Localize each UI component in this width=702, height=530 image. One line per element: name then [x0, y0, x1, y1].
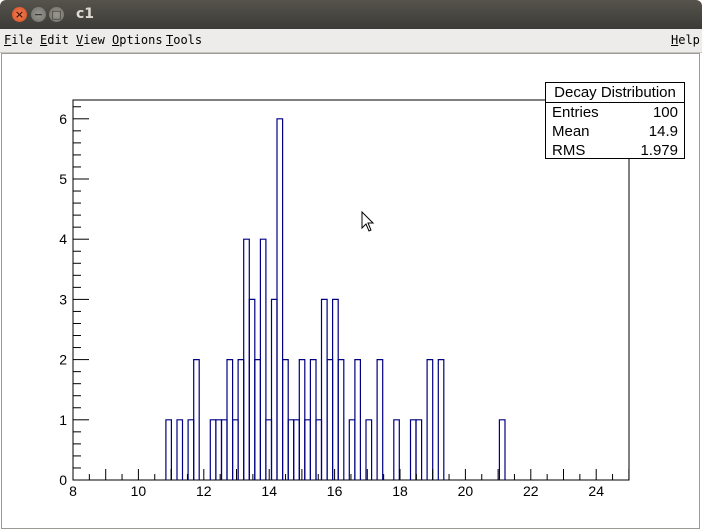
stats-title: Decay Distribution [546, 83, 684, 103]
menubar: File Edit View Options Tools Help [0, 29, 702, 53]
y-tick-label: 6 [59, 111, 67, 127]
histogram-bin [298, 359, 306, 480]
histogram-bin [426, 359, 434, 480]
histogram-bin [354, 359, 361, 480]
maximize-window-icon[interactable]: □ [49, 7, 64, 22]
menu-tools[interactable]: Tools [166, 33, 203, 47]
stats-value: 100 [652, 104, 678, 121]
menu-edit[interactable]: Edit [40, 33, 69, 47]
x-tick-label: 16 [327, 483, 343, 499]
histogram-bin [320, 298, 328, 480]
minimize-window-icon[interactable]: − [31, 7, 46, 22]
histogram-bin [282, 359, 289, 480]
stats-key: Mean [552, 123, 590, 140]
histogram-bin [415, 419, 423, 480]
histogram-bin [337, 359, 345, 480]
x-tick-label: 8 [69, 483, 77, 499]
histogram-bin [176, 419, 184, 480]
stats-key: RMS [552, 142, 586, 159]
histogram-bin [304, 419, 311, 480]
mouse-pointer-icon [361, 211, 375, 232]
y-tick-label: 4 [59, 231, 67, 247]
y-tick-label: 2 [59, 352, 67, 368]
y-tick-label: 3 [59, 291, 67, 307]
histogram-bin [187, 419, 195, 480]
histogram-bin [243, 238, 250, 480]
stats-row-rms: RMS 1.979 [546, 141, 684, 160]
x-tick-label: 22 [523, 483, 539, 499]
stats-row-mean: Mean 14.9 [546, 122, 684, 141]
x-tick-label: 24 [588, 483, 604, 499]
window-title: c1 [76, 6, 95, 22]
x-tick-label: 20 [458, 483, 474, 499]
histogram-bin [498, 419, 506, 480]
y-tick-label: 1 [59, 412, 67, 428]
close-window-icon[interactable]: × [12, 7, 27, 22]
histogram-bin [209, 419, 217, 480]
histogram-bin [309, 359, 317, 480]
menu-file[interactable]: File [4, 33, 33, 47]
y-tick-label: 0 [59, 472, 67, 488]
histogram-bin [332, 298, 339, 480]
x-tick-label: 10 [131, 483, 147, 499]
histogram-bin [226, 359, 234, 480]
histogram-bin [393, 419, 400, 480]
histogram-bin [248, 298, 256, 480]
menu-view[interactable]: View [76, 33, 105, 47]
histogram-bin [276, 118, 284, 480]
histogram-bin [365, 419, 373, 480]
histogram-bin [348, 419, 356, 480]
histogram-bin [315, 419, 323, 480]
histogram-bin [237, 359, 245, 480]
histogram-bin [437, 359, 445, 480]
histogram-bin [254, 359, 261, 480]
x-tick-label: 14 [261, 483, 277, 499]
histogram-bin [259, 238, 267, 480]
histogram-bin [409, 419, 417, 480]
histogram-bin [287, 419, 295, 480]
histogram-bin [165, 419, 172, 480]
stats-box[interactable]: Decay Distribution Entries 100 Mean 14.9… [545, 82, 685, 159]
menu-options[interactable]: Options [112, 33, 163, 47]
histogram-bin [215, 419, 223, 480]
histogram-bin [193, 359, 200, 480]
stats-row-entries: Entries 100 [546, 103, 684, 122]
histogram-bin [326, 359, 334, 480]
y-tick-label: 5 [59, 171, 67, 187]
window-titlebar: × − □ c1 [0, 0, 702, 29]
stats-value: 1.979 [640, 142, 678, 159]
stats-value: 14.9 [648, 123, 678, 140]
histogram-bin [220, 419, 228, 480]
histogram-bin [232, 419, 239, 480]
x-tick-label: 12 [196, 483, 212, 499]
histogram-bin [376, 359, 384, 480]
histogram-bin [270, 298, 278, 480]
histogram-bin [293, 419, 300, 480]
menu-help[interactable]: Help [671, 33, 700, 47]
stats-key: Entries [552, 104, 599, 121]
x-tick-label: 18 [392, 483, 408, 499]
